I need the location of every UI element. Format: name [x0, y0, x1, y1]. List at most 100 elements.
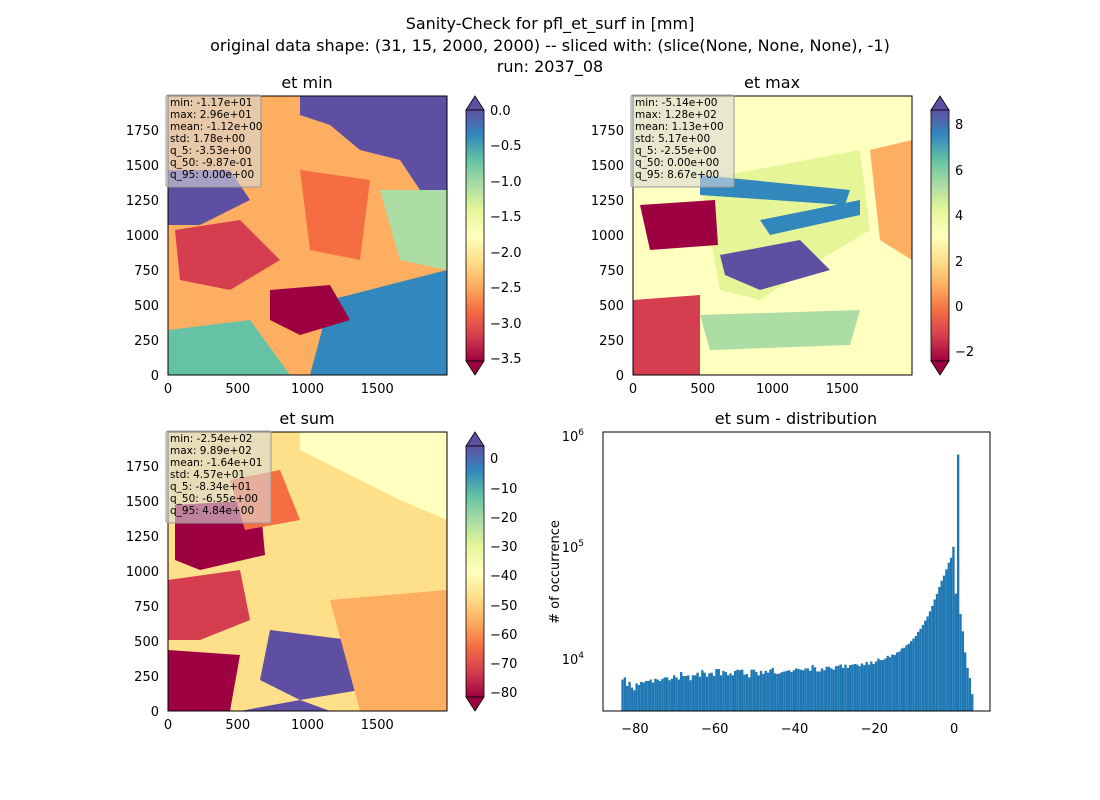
x-tick-label: −60	[701, 722, 728, 737]
colorbar-tick-label: 2	[955, 255, 963, 270]
colorbar-extend-top	[465, 95, 485, 111]
colorbar-tick-label: −2	[955, 345, 974, 360]
histogram-bar	[628, 681, 631, 711]
histogram-bar	[940, 580, 943, 711]
histogram-bar	[708, 673, 711, 711]
histogram-bar	[795, 668, 798, 711]
y-tick-label: 500	[134, 299, 159, 314]
colorbar-tick-label: −3.0	[490, 317, 522, 332]
histogram-bar	[888, 657, 892, 711]
histogram-bar	[717, 669, 720, 711]
stat-line: mean: -1.64e+01	[170, 457, 262, 469]
histogram-bar	[644, 681, 648, 711]
histogram-bar	[928, 611, 932, 711]
x-tick-label: 1000	[291, 718, 324, 733]
histogram-bar	[731, 675, 735, 711]
x-tick-label: 1500	[826, 382, 859, 397]
histogram-bar	[905, 645, 908, 711]
histogram-bar	[621, 679, 624, 711]
histogram-bar	[935, 593, 939, 711]
histogram-bar	[813, 667, 817, 711]
histogram-bar	[931, 605, 934, 711]
histogram-bar	[658, 681, 662, 711]
y-tick-label: 106	[562, 428, 585, 445]
histogram-bar	[839, 664, 842, 711]
histogram-bar	[938, 587, 941, 711]
panel-title: et min	[281, 73, 332, 92]
histogram-bar	[680, 672, 683, 711]
plot-frame	[632, 95, 913, 376]
y-tick-label: 750	[134, 600, 159, 615]
stat-line: mean: 1.13e+00	[635, 121, 724, 133]
stat-line: max: 2.96e+01	[170, 109, 252, 121]
histogram-bar	[776, 673, 779, 711]
heatmap-image	[633, 96, 912, 375]
histogram-bar	[738, 670, 742, 711]
histogram-bar	[959, 614, 962, 711]
histogram-bar	[759, 670, 763, 711]
plot-frame	[167, 95, 448, 376]
colorbar-tick-label: 8	[955, 118, 963, 133]
stat-line: min: -2.54e+02	[170, 433, 252, 445]
histogram-bar	[933, 599, 936, 711]
stat-line: min: -1.17e+01	[170, 97, 252, 109]
histogram-bar	[719, 675, 723, 711]
histogram-bar	[877, 658, 880, 711]
histogram-bar	[771, 667, 774, 711]
panel-title: et sum	[279, 409, 334, 428]
figure-title-line-1: Sanity-Check for pfl_et_surf in [mm]	[406, 14, 695, 34]
histogram-bar	[952, 546, 955, 711]
histogram-bar	[802, 670, 805, 711]
histogram-bar	[912, 638, 915, 711]
histogram-bar	[865, 661, 868, 711]
x-tick-label: −20	[861, 722, 888, 737]
x-tick-label: 500	[690, 382, 715, 397]
histogram-bar	[752, 669, 756, 711]
y-tick-label: 1500	[591, 159, 624, 174]
histogram-bar	[654, 678, 657, 711]
histogram-bar	[724, 672, 727, 711]
histogram-bar	[867, 664, 871, 711]
stats-box: min: -1.17e+01 max: 2.96e+01 mean: -1.12…	[165, 94, 262, 188]
y-tick-label: 250	[599, 334, 624, 349]
y-tick-label: 750	[134, 264, 159, 279]
histogram-bar	[745, 673, 749, 711]
x-tick-label: 0	[629, 382, 637, 397]
histogram-bar	[785, 670, 788, 711]
y-tick-label: 1750	[126, 460, 159, 475]
panel-et-min: et min 0 500 1000 1500 0 250 500 750 100…	[126, 73, 522, 397]
y-tick-label: 1250	[591, 194, 624, 209]
plot-frame	[167, 431, 448, 712]
histogram-bar	[757, 675, 760, 711]
histogram-bar	[853, 664, 857, 711]
histogram-bar	[900, 648, 903, 711]
histogram-bar	[701, 670, 704, 711]
histogram-bar	[677, 679, 681, 711]
y-tick-label: 1250	[126, 530, 159, 545]
histogram-bar	[945, 569, 948, 711]
colorbar-tick-label: 4	[955, 209, 963, 224]
y-ticks: 0 250 500 750 1000 1250 1500 1750	[126, 460, 159, 720]
y-tick-label: 1000	[126, 229, 159, 244]
x-tick-label: 0	[164, 382, 172, 397]
histogram-bar	[696, 672, 699, 711]
histogram-bar	[665, 677, 669, 711]
panel-et-sum: et sum 0 500 1000 1500 0 250 500 750 100…	[126, 409, 518, 733]
colorbar-tick-label: −2.0	[490, 246, 522, 261]
histogram-bar	[968, 678, 972, 711]
histogram-bar	[637, 685, 641, 711]
histogram-bar	[778, 673, 781, 711]
histogram-bar	[914, 635, 918, 711]
stat-line: max: 9.89e+02	[170, 445, 252, 457]
histogram-bar	[663, 677, 666, 711]
figure-title-line-2: original data shape: (31, 15, 2000, 2000…	[210, 36, 890, 55]
histogram-bar	[766, 672, 770, 711]
histogram-bar	[886, 655, 889, 711]
histogram-bar	[656, 679, 659, 711]
histogram-bar	[703, 672, 706, 711]
histogram-bar	[799, 669, 803, 711]
histogram-bar	[755, 672, 758, 711]
colorbar-tick-label: −50	[490, 599, 517, 614]
x-tick-label: 500	[225, 382, 250, 397]
histogram-bar	[921, 624, 925, 711]
